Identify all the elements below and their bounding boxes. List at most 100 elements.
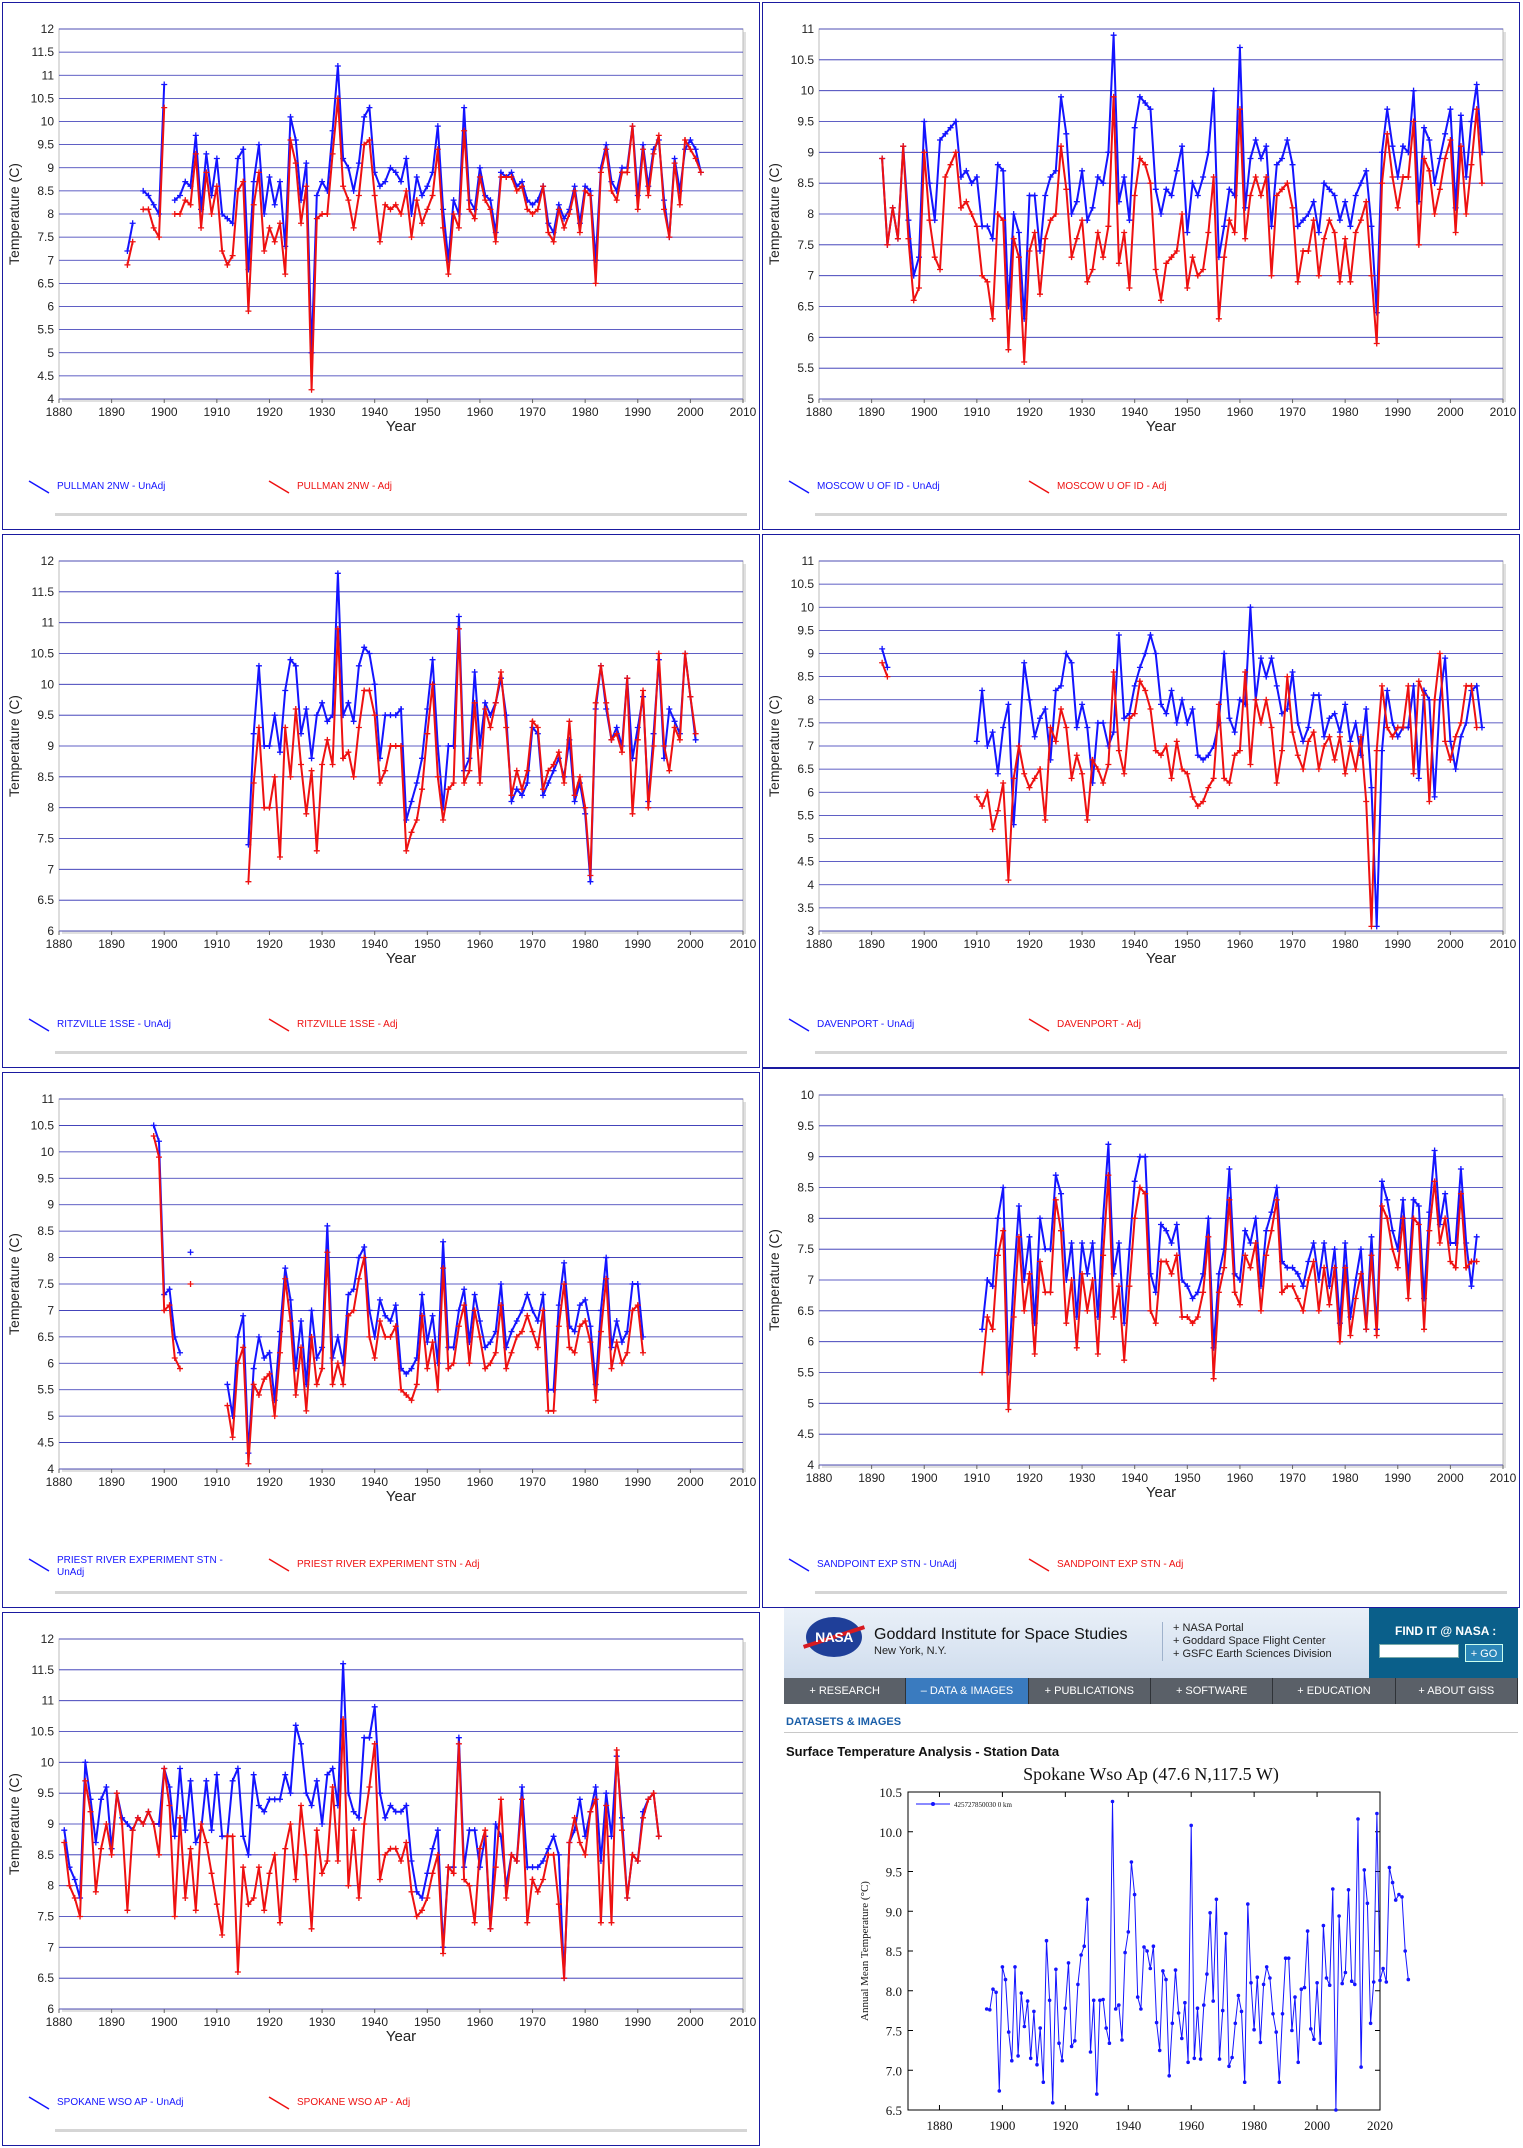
- unadj-point: [419, 1895, 426, 1901]
- adj-point: [445, 786, 452, 793]
- adj-point: [1300, 1307, 1307, 1314]
- adj-point: [661, 206, 668, 213]
- adj-point: [1342, 235, 1349, 242]
- adj-point: [398, 743, 404, 749]
- y-tick-label: 9.5: [797, 1119, 814, 1133]
- unadj-point: [524, 780, 531, 786]
- unadj-point: [540, 1291, 547, 1298]
- legend-unadj-label: SPOKANE WSO AP - UnAdj: [57, 2097, 184, 2108]
- adj-point: [461, 1302, 468, 1309]
- link-gsfc-earth-sciences[interactable]: + GSFC Earth Sciences Division: [1173, 1648, 1332, 1660]
- link-nasa-portal[interactable]: + NASA Portal: [1173, 1622, 1244, 1634]
- adj-point: [1194, 1314, 1201, 1320]
- station-point: [1327, 1983, 1332, 1987]
- adj-point: [1231, 1289, 1238, 1296]
- giss-station-page: NASA Goddard Institute for Space Studies…: [784, 1608, 1518, 2144]
- nav-publications[interactable]: + PUBLICATIONS: [1029, 1678, 1151, 1704]
- adj-point: [894, 235, 901, 242]
- adj-point: [224, 261, 231, 268]
- unadj-point: [482, 1344, 489, 1351]
- unadj-point: [1473, 682, 1480, 689]
- adj-point: [461, 127, 468, 134]
- unadj-point: [1347, 223, 1354, 230]
- unadj-point: [219, 211, 226, 217]
- adj-point: [224, 1833, 231, 1840]
- nav-about-giss[interactable]: + ABOUT GISS: [1396, 1678, 1518, 1704]
- adj-point: [1442, 738, 1449, 745]
- adj-point: [361, 687, 368, 694]
- station-point: [1283, 1956, 1288, 1960]
- find-it-go-button[interactable]: + GO: [1465, 1644, 1503, 1662]
- y-tick-label: 9: [807, 1150, 814, 1164]
- unadj-point: [1079, 167, 1086, 174]
- adj-point: [261, 248, 268, 254]
- adj-point: [287, 1821, 294, 1827]
- station-point: [1173, 1968, 1178, 1972]
- unadj-point: [1010, 211, 1017, 217]
- station-point: [1337, 1914, 1341, 1918]
- station-point: [1151, 1944, 1156, 1948]
- unadj-point: [1426, 696, 1433, 703]
- adj-point: [597, 169, 604, 176]
- legend-unadj-swatch: [28, 1018, 50, 1032]
- unadj-point: [282, 687, 289, 694]
- giss-title[interactable]: Goddard Institute for Space Studies: [874, 1626, 1128, 1643]
- unadj-point: [1136, 664, 1143, 671]
- nav-education[interactable]: + EDUCATION: [1273, 1678, 1396, 1704]
- adj-point: [1252, 1240, 1259, 1246]
- unadj-point: [129, 220, 136, 227]
- unadj-point: [1252, 137, 1259, 143]
- unadj-point: [298, 1740, 305, 1747]
- unadj-point: [234, 155, 241, 162]
- station-point: [1041, 2080, 1046, 2084]
- legend-adj-label: RITZVILLE 1SSE - Adj: [297, 1019, 398, 1030]
- adj-point: [1052, 1196, 1059, 1203]
- adj-point: [1363, 198, 1370, 205]
- adj-point: [313, 215, 320, 222]
- adj-point: [1079, 217, 1086, 224]
- adj-point: [1189, 793, 1196, 800]
- adj-point: [424, 206, 431, 213]
- adj-point: [187, 1845, 194, 1852]
- y-tick-label: 11: [42, 68, 55, 82]
- adj-point: [1426, 798, 1433, 805]
- nasa-logo[interactable]: NASA: [806, 1617, 862, 1657]
- x-tick-label: 1880: [806, 1471, 833, 1485]
- adj-point: [166, 1302, 173, 1309]
- nav-data-images[interactable]: – DATA & IMAGES: [906, 1678, 1029, 1704]
- adj-point: [1226, 1196, 1233, 1203]
- unadj-point: [408, 798, 415, 805]
- station-point: [1016, 2054, 1020, 2058]
- adj-point: [1357, 217, 1364, 224]
- adj-point: [1242, 669, 1249, 675]
- x-tick-label: 1950: [1174, 937, 1201, 951]
- adj-point: [1321, 743, 1328, 749]
- panel-footer-shadow: [55, 1591, 747, 1594]
- adj-point: [487, 1925, 494, 1932]
- find-it-search-input[interactable]: [1379, 1644, 1459, 1658]
- nav-software[interactable]: + SOFTWARE: [1151, 1678, 1274, 1704]
- unadj-series-line: [152, 1125, 181, 1354]
- adj-point: [1010, 235, 1017, 242]
- adj-point: [963, 198, 970, 205]
- unadj-point: [413, 174, 420, 180]
- adj-point: [1200, 1289, 1207, 1296]
- breadcrumb[interactable]: DATASETS & IMAGES: [786, 1716, 902, 1728]
- adj-point: [1368, 272, 1375, 279]
- unadj-point: [350, 187, 357, 194]
- link-goddard[interactable]: + Goddard Space Flight Center: [1173, 1635, 1326, 1647]
- unadj-point: [1378, 1178, 1385, 1185]
- adj-point: [592, 1397, 599, 1404]
- station-point: [1202, 2003, 1206, 2007]
- adj-point: [324, 1249, 331, 1256]
- unadj-point: [613, 724, 620, 731]
- station-point: [1003, 1977, 1008, 1982]
- station-point: [1006, 2030, 1011, 2034]
- adj-point: [361, 1254, 368, 1261]
- unadj-point: [1147, 632, 1154, 638]
- nav-research[interactable]: + RESEARCH: [784, 1678, 907, 1704]
- y-tick-label: 4: [807, 1458, 814, 1472]
- legend-unadj-swatch: [788, 480, 810, 494]
